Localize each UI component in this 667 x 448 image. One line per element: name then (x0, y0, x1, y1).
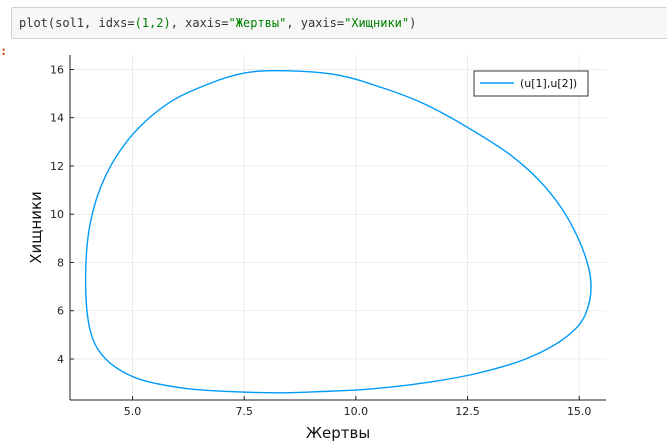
ticks: 5.0 7.5 10.0 12.5 15.0 4 6 8 10 12 14 16 (50, 63, 591, 418)
legend: (u[1],u[2]) (473, 70, 589, 97)
y-tick-label: 8 (57, 256, 64, 269)
y-tick-label: 16 (50, 63, 64, 76)
output-prompt: : (0, 44, 8, 58)
legend-entry: (u[1],u[2]) (520, 77, 577, 90)
code-token: plot(sol1, idxs= (19, 16, 135, 30)
x-tick-label: 10.0 (344, 405, 369, 418)
code-cell[interactable]: plot(sol1, idxs=(1,2), xaxis="Жертвы", y… (11, 7, 667, 39)
x-axis-label: Жертвы (306, 424, 370, 442)
code-token: "Хищники" (344, 16, 410, 30)
axes (69, 55, 606, 401)
code-line[interactable]: plot(sol1, idxs=(1,2), xaxis="Жертвы", y… (19, 16, 416, 30)
y-tick-label: 6 (57, 305, 64, 318)
y-tick-label: 4 (57, 353, 64, 366)
y-tick-label: 10 (50, 208, 64, 221)
code-token: ) (409, 16, 417, 30)
x-tick-label: 7.5 (235, 405, 253, 418)
code-token: , yaxis= (286, 16, 345, 30)
y-tick-label: 12 (50, 160, 64, 173)
x-tick-label: 5.0 (124, 405, 142, 418)
code-token: "Жертвы" (228, 16, 287, 30)
x-tick-label: 12.5 (455, 405, 480, 418)
y-tick-label: 14 (50, 112, 64, 125)
y-axis-label: Хищники (27, 191, 45, 264)
code-token: (1,2) (134, 16, 171, 30)
code-token: , xaxis= (170, 16, 229, 30)
grid (70, 55, 606, 400)
x-tick-label: 15.0 (567, 405, 592, 418)
series-line (84, 69, 592, 394)
